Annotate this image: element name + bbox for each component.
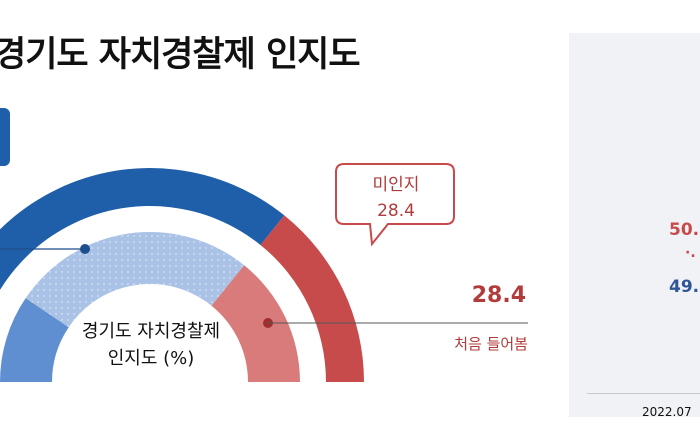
trend-value-bottom: 49. <box>669 277 700 297</box>
callout-value: 28.4 <box>377 201 415 221</box>
outer-ring <box>0 168 364 382</box>
center-label-line1: 경기도 자치경찰제 <box>81 321 221 342</box>
inner-ring <box>0 232 300 382</box>
trend-dots: ·. <box>685 245 696 261</box>
callout-bubble: 미인지 28.4 <box>340 172 452 224</box>
slice-category-label: 처음 들어봄 <box>454 335 528 353</box>
donut-chart <box>0 108 528 382</box>
outer-slice-1 <box>260 215 364 382</box>
slice-value-label: 28.4 <box>471 283 526 308</box>
callout-label: 미인지 <box>372 175 420 195</box>
trend-value-top: 50. <box>669 220 700 240</box>
leader-dot-left <box>80 244 90 254</box>
trend-date-label: 2022.07 <box>642 405 692 419</box>
inner-slice-0 <box>0 298 69 382</box>
center-label-line2: 인지도 (%) <box>107 348 195 369</box>
inner-slice-2 <box>211 265 300 382</box>
inner-slice-1-texture <box>25 232 245 328</box>
trend-axis <box>587 393 700 394</box>
center-label: 경기도 자치경찰제 인지도 (%) <box>42 318 260 372</box>
outer-slice-0 <box>0 168 285 291</box>
chart-decor <box>0 108 528 328</box>
trend-panel: 50. ·. 49. 2022.07 <box>569 33 700 419</box>
callout-bubble-shape <box>335 163 455 247</box>
chart-title: 경기도 자치경찰제 인지도 <box>0 35 361 75</box>
left-badge <box>0 108 10 166</box>
